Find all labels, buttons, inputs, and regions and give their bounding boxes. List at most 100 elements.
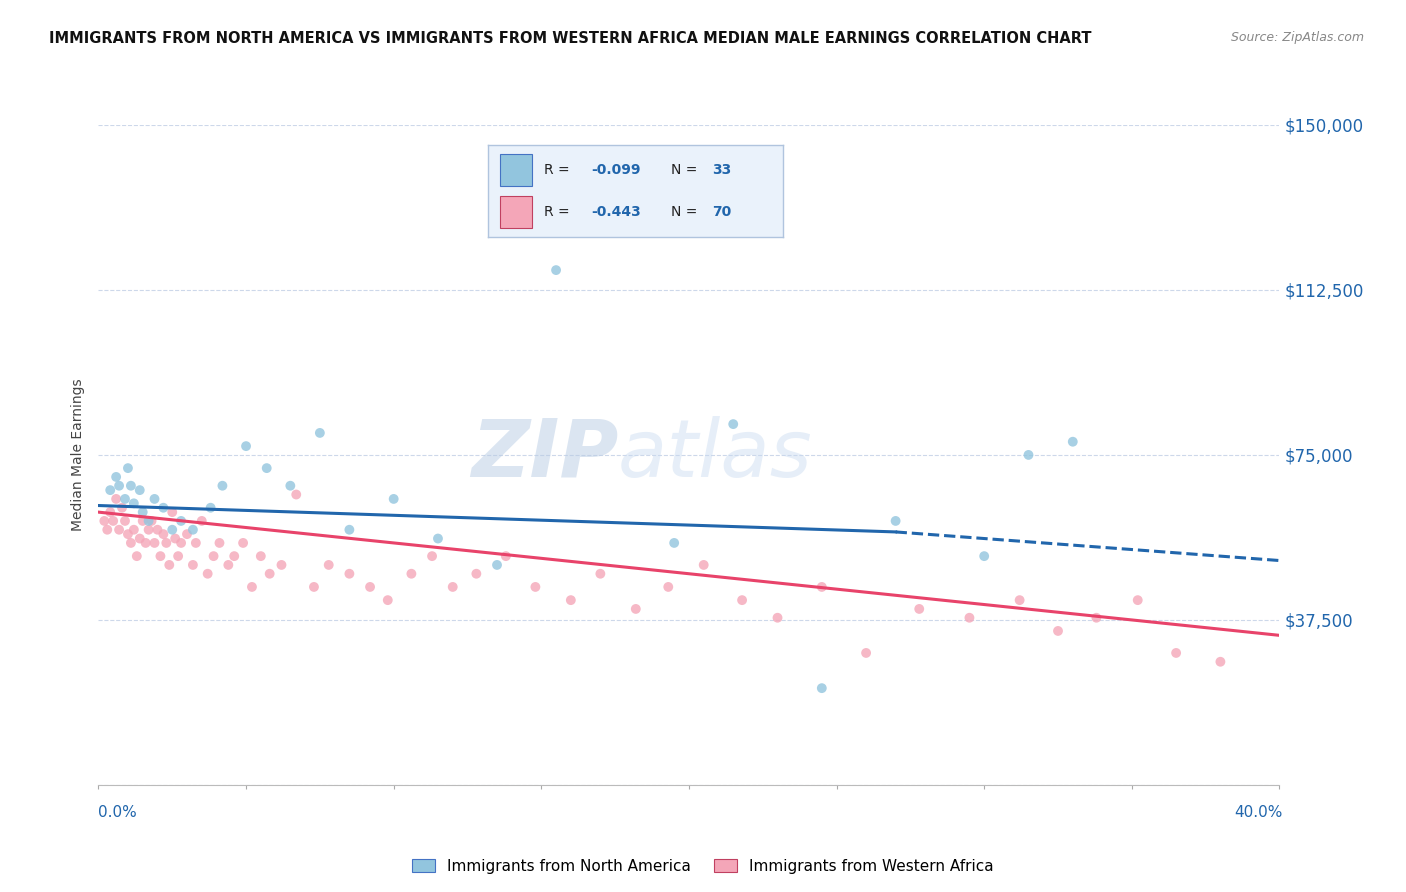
Text: 33: 33 (713, 163, 731, 178)
Point (495, 549, 517, 563)
Text: 70: 70 (713, 204, 731, 219)
Point (176, 527, 198, 541)
Point (589, 566, 612, 581)
Point (359, 580, 381, 594)
Point (117, 527, 139, 541)
FancyBboxPatch shape (501, 195, 533, 227)
Point (132, 505, 155, 519)
Point (731, 593, 754, 607)
Text: 0.0%: 0.0% (98, 805, 138, 820)
Point (810, 580, 832, 594)
Point (309, 425, 332, 440)
Point (108, 479, 131, 493)
Point (524, 580, 547, 594)
Point (197, 566, 219, 581)
Point (1126, 593, 1149, 607)
Point (441, 580, 464, 594)
Point (125, 549, 148, 563)
Point (128, 483, 150, 497)
Point (420, 549, 443, 563)
Point (270, 558, 292, 572)
Point (93, 514, 115, 528)
Point (181, 523, 204, 537)
Point (232, 536, 254, 550)
Text: Source: ZipAtlas.com: Source: ZipAtlas.com (1230, 31, 1364, 45)
Point (114, 514, 136, 528)
Point (278, 479, 302, 493)
Point (377, 593, 399, 607)
Point (235, 439, 257, 453)
Point (128, 532, 150, 546)
Point (211, 479, 233, 493)
Text: -0.443: -0.443 (592, 204, 641, 219)
Point (135, 536, 157, 550)
Point (302, 580, 325, 594)
Point (1085, 611, 1108, 625)
Point (120, 479, 142, 493)
Point (103, 514, 125, 528)
Point (149, 549, 172, 563)
Point (339, 566, 360, 581)
Point (132, 514, 155, 528)
Legend: Immigrants from North America, Immigrants from Western Africa: Immigrants from North America, Immigrant… (406, 853, 1000, 880)
Point (465, 566, 488, 581)
Point (108, 523, 131, 537)
Point (200, 500, 222, 515)
Point (98, 483, 121, 497)
Point (152, 527, 174, 541)
Y-axis label: Median Male Earnings: Median Male Earnings (72, 378, 86, 532)
Point (98, 505, 121, 519)
Text: ZIP: ZIP (471, 416, 619, 494)
Point (111, 500, 134, 515)
Point (138, 514, 160, 528)
Point (170, 536, 193, 550)
Point (146, 523, 169, 537)
Text: R =: R = (544, 163, 574, 178)
Point (259, 566, 281, 581)
Text: N =: N = (671, 204, 702, 219)
Point (141, 514, 163, 528)
Point (1008, 593, 1031, 607)
Point (240, 580, 263, 594)
Point (122, 496, 145, 510)
Text: IMMIGRANTS FROM NORTH AMERICA VS IMMIGRANTS FROM WESTERN AFRICA MEDIAN MALE EARN: IMMIGRANTS FROM NORTH AMERICA VS IMMIGRA… (49, 31, 1091, 46)
Point (1164, 646, 1187, 660)
Point (318, 558, 340, 572)
Point (1017, 448, 1039, 462)
Point (217, 558, 239, 572)
Point (202, 549, 225, 563)
Point (766, 611, 789, 625)
Text: atlas: atlas (619, 416, 813, 494)
Point (546, 263, 568, 277)
Point (908, 602, 931, 616)
Point (105, 470, 128, 484)
Point (167, 549, 190, 563)
Point (120, 536, 142, 550)
Point (184, 536, 207, 550)
Point (143, 536, 166, 550)
Point (208, 536, 231, 550)
Point (191, 514, 214, 528)
Text: -0.099: -0.099 (592, 163, 641, 178)
Point (157, 558, 180, 572)
Point (664, 536, 686, 550)
Point (855, 646, 877, 660)
Point (114, 491, 136, 506)
Point (155, 536, 177, 550)
Point (959, 611, 981, 625)
Point (401, 566, 423, 581)
Point (810, 681, 832, 695)
Point (973, 549, 995, 563)
Point (657, 580, 679, 594)
Point (152, 500, 174, 515)
Point (1209, 655, 1232, 669)
Point (165, 532, 187, 546)
Point (693, 558, 716, 572)
Text: N =: N = (671, 163, 702, 178)
Point (884, 514, 907, 528)
Point (723, 417, 745, 431)
Point (1046, 624, 1069, 638)
Point (624, 602, 647, 616)
Point (486, 558, 509, 572)
Point (285, 487, 308, 501)
